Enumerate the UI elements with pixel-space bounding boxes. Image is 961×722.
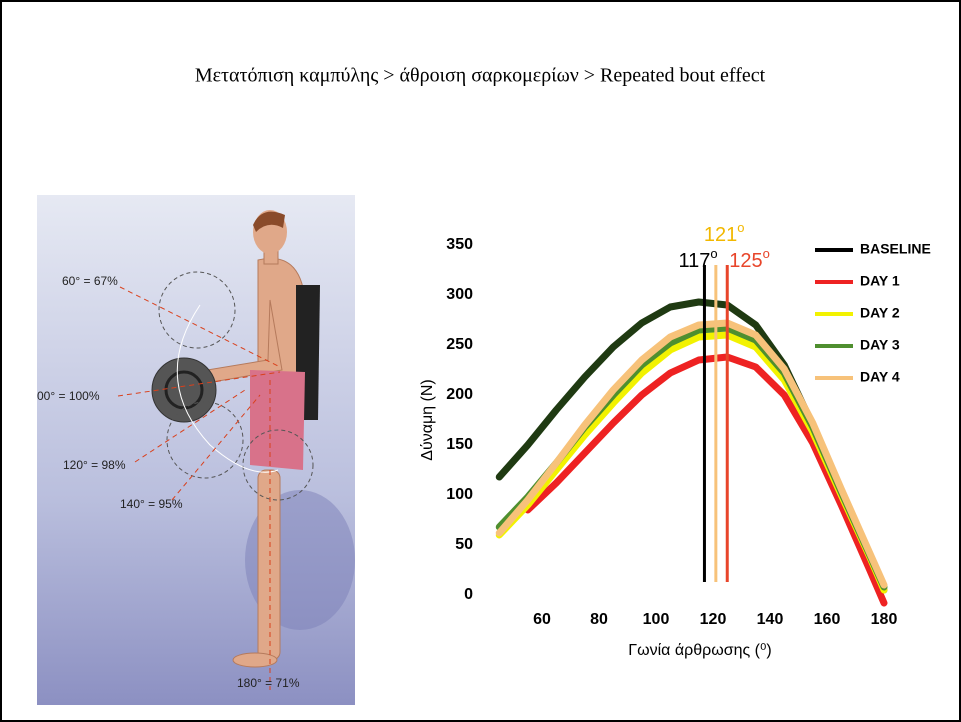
y-tick-label: 150 [446, 436, 473, 453]
x-tick-label: 80 [590, 611, 608, 628]
figure-label: 140° = 95% [120, 497, 183, 511]
x-tick-label: 100 [643, 611, 670, 628]
page: Μετατόπιση καμπύλης > άθροιση σαρκομερίω… [0, 0, 961, 722]
figure-label: 00° = 100% [37, 389, 100, 403]
figure-label: 60° = 67% [62, 274, 118, 288]
x-tick-label: 140 [757, 611, 784, 628]
marker-degree: o [763, 246, 770, 261]
y-tick-label: 0 [464, 586, 473, 603]
y-tick-label: 100 [446, 486, 473, 503]
marker-value: 121 [704, 224, 737, 246]
slide-title: Μετατόπιση καμπύλης > άθροιση σαρκομερίω… [195, 65, 766, 87]
x-tick-label: 160 [814, 611, 841, 628]
figure-label: 120° = 98% [63, 458, 126, 472]
slide: Μετατόπιση καμπύλης > άθροιση σαρκομερίω… [0, 0, 961, 722]
x-tick-label: 120 [700, 611, 727, 628]
figure-label: 180° = 71% [237, 676, 300, 690]
y-tick-label: 50 [455, 536, 473, 553]
marker-degree: o [710, 246, 717, 261]
legend-label: DAY 4 [860, 369, 900, 385]
marker-degree: o [737, 220, 744, 235]
legend-label: BASELINE [860, 241, 931, 257]
figure: 60° = 67% 00° = 100% 120° = 98% 140° = 95% 1… [37, 195, 355, 705]
legend-label: DAY 1 [860, 273, 900, 289]
x-tick-label: 180 [871, 611, 898, 628]
y-axis-label: Δύναμη (N) [419, 379, 436, 460]
legend-label: DAY 3 [860, 337, 900, 353]
y-tick-label: 200 [446, 386, 473, 403]
x-tick-label: 60 [533, 611, 551, 628]
marker-value: 117 [678, 250, 710, 272]
legend-label: DAY 2 [860, 305, 900, 321]
y-tick-label: 350 [446, 236, 473, 253]
y-tick-label: 300 [446, 286, 473, 303]
y-tick-label: 250 [446, 336, 473, 353]
marker-value: 125 [729, 250, 762, 272]
plate [152, 358, 216, 422]
x-axis-label: Γωνία άρθρωσης (⁰) [628, 642, 771, 659]
shorts [250, 370, 305, 470]
